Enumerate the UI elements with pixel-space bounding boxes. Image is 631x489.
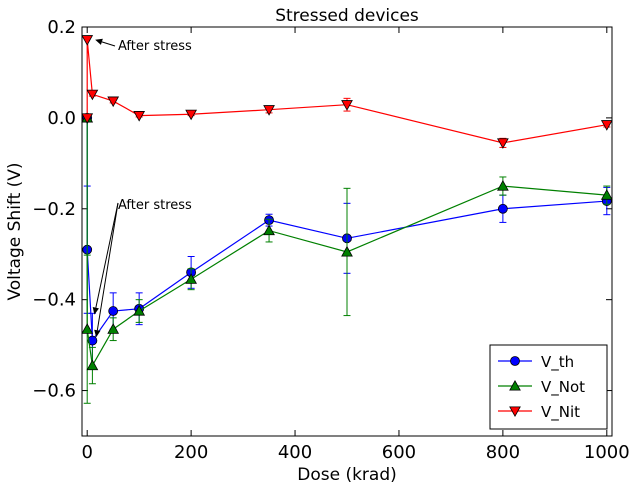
arrow-head [92, 307, 99, 315]
legend-item: V_Not [498, 378, 585, 397]
arrow-shaft [101, 41, 116, 47]
data-point [341, 100, 353, 111]
x-axis-title: Dose (krad) [297, 465, 397, 485]
legend-marker [509, 406, 521, 418]
annotation-label: After stress [118, 198, 192, 213]
plot-area [81, 26, 613, 437]
data-point [81, 35, 94, 46]
legend: V_th V_Not V_Nit [489, 344, 608, 430]
data-point [341, 245, 353, 257]
annotation-arrow [95, 38, 116, 47]
series-v-nit [81, 35, 613, 149]
data-point [81, 113, 94, 124]
y-tick-label: −0.6 [32, 381, 76, 402]
axis-ticks [82, 26, 612, 436]
data-point [263, 224, 275, 236]
x-tick-label: 600 [382, 442, 416, 463]
data-point [185, 273, 197, 284]
arrow-head [94, 329, 101, 338]
data-point [81, 323, 94, 334]
legend-marker [509, 379, 521, 391]
legend-marker [510, 356, 520, 366]
data-point [600, 189, 613, 200]
arrow-shaft [96, 202, 119, 331]
legend-label: V_th [541, 353, 574, 372]
series-group [81, 35, 613, 404]
y-tick-label: 0.0 [47, 108, 76, 129]
x-tick-label: 1000 [584, 442, 630, 463]
data-point [133, 111, 146, 122]
y-tick-label: −0.2 [32, 199, 76, 220]
annotation-label: After stress [118, 39, 192, 54]
x-tick-label: 0 [81, 442, 92, 463]
x-tick-labels: 0 200 400 600 800 1000 [81, 442, 629, 463]
y-axis-title: Voltage Shift (V) [5, 162, 25, 300]
legend-item: V_th [498, 353, 574, 372]
legend-item: V_Nit [498, 403, 580, 422]
data-point [107, 96, 120, 108]
data-point [108, 306, 119, 316]
annotations: After stress After stress [92, 38, 192, 338]
legend-label: V_Not [541, 378, 585, 397]
data-point [185, 109, 197, 121]
data-point [86, 89, 99, 101]
data-point [600, 120, 613, 131]
chart-title: Stressed devices [275, 6, 419, 26]
data-point [86, 359, 99, 371]
data-point [497, 203, 508, 214]
series-line [86, 117, 607, 343]
x-tick-label: 200 [174, 442, 208, 463]
data-point [263, 105, 275, 116]
data-point [87, 335, 98, 346]
data-point [133, 305, 146, 316]
series-v-not [81, 111, 613, 404]
data-point [497, 180, 509, 191]
annotation-arrow [92, 202, 119, 315]
annotation-arrow [94, 202, 119, 338]
arrow-shaft [95, 202, 119, 308]
arrow-head [95, 38, 103, 45]
legend-frame [489, 344, 608, 430]
x-tick-label: 800 [486, 442, 520, 463]
data-point [107, 323, 120, 334]
data-point [497, 138, 509, 149]
y-tick-label: −0.4 [32, 290, 76, 311]
series-line [86, 39, 607, 144]
x-tick-label: 400 [278, 442, 312, 463]
y-tick-labels: −0.6 −0.4 −0.2 0.0 0.2 [32, 17, 76, 402]
legend-label: V_Nit [541, 403, 580, 422]
y-tick-label: 0.2 [47, 17, 76, 38]
